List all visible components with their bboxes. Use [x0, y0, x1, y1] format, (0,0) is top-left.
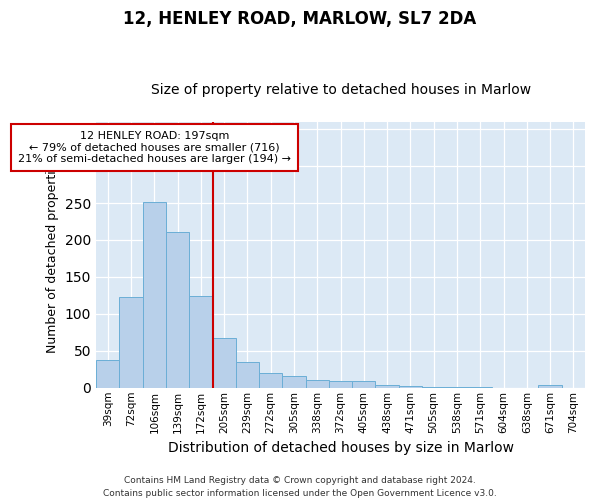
Bar [538, 385, 562, 388]
Bar [329, 381, 352, 388]
Bar [143, 202, 166, 388]
Text: 12 HENLEY ROAD: 197sqm
← 79% of detached houses are smaller (716)
21% of semi-de: 12 HENLEY ROAD: 197sqm ← 79% of detached… [18, 130, 291, 164]
Bar [96, 360, 119, 388]
Bar [236, 362, 259, 388]
Bar [259, 373, 283, 388]
Bar [166, 232, 189, 388]
X-axis label: Distribution of detached houses by size in Marlow: Distribution of detached houses by size … [167, 441, 514, 455]
Y-axis label: Number of detached properties: Number of detached properties [46, 156, 59, 354]
Bar [445, 387, 469, 388]
Bar [283, 376, 305, 388]
Bar [189, 296, 212, 388]
Text: 12, HENLEY ROAD, MARLOW, SL7 2DA: 12, HENLEY ROAD, MARLOW, SL7 2DA [124, 10, 476, 28]
Bar [399, 386, 422, 388]
Bar [119, 297, 143, 388]
Bar [469, 387, 492, 388]
Bar [422, 387, 445, 388]
Title: Size of property relative to detached houses in Marlow: Size of property relative to detached ho… [151, 83, 530, 97]
Bar [212, 338, 236, 388]
Bar [352, 381, 376, 388]
Bar [376, 385, 399, 388]
Text: Contains HM Land Registry data © Crown copyright and database right 2024.
Contai: Contains HM Land Registry data © Crown c… [103, 476, 497, 498]
Bar [305, 380, 329, 388]
